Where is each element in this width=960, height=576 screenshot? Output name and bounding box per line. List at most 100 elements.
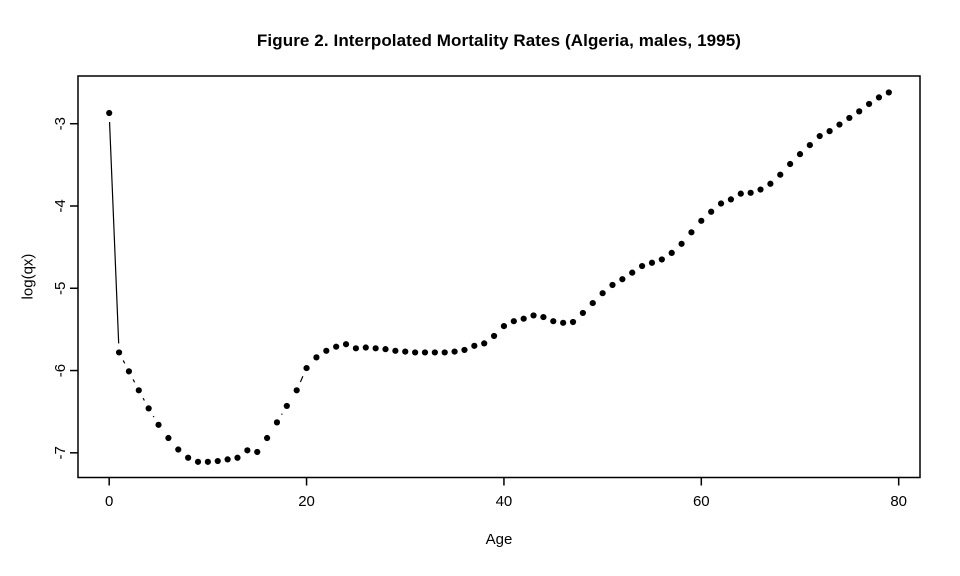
- y-tick-label: -5: [52, 282, 69, 295]
- data-point: [412, 349, 419, 356]
- data-point: [609, 281, 616, 289]
- series-segment: [142, 397, 145, 401]
- data-point: [402, 348, 409, 355]
- data-point: [224, 456, 231, 463]
- data-point: [708, 208, 715, 215]
- data-point: [461, 346, 468, 354]
- data-point: [530, 312, 537, 319]
- data-point: [846, 114, 853, 122]
- data-point: [579, 309, 586, 317]
- data-point: [806, 142, 813, 149]
- x-tick-label: 40: [496, 493, 513, 510]
- data-point: [629, 269, 636, 276]
- data-point: [283, 402, 290, 410]
- data-point: [885, 89, 892, 96]
- data-point: [757, 186, 764, 193]
- data-point: [688, 229, 695, 236]
- data-point: [185, 454, 192, 461]
- data-point: [135, 387, 142, 394]
- data-point: [826, 128, 833, 135]
- chart-title: Figure 2. Interpolated Mortality Rates (…: [256, 31, 742, 50]
- data-point: [698, 217, 705, 224]
- data-point: [333, 343, 340, 350]
- data-point: [194, 458, 202, 465]
- data-point: [767, 180, 774, 187]
- y-tick-label: -7: [52, 446, 69, 459]
- data-point: [362, 344, 369, 351]
- y-tick-label: -4: [52, 199, 69, 212]
- data-point: [204, 458, 211, 465]
- data-point: [441, 349, 448, 356]
- data-point: [550, 318, 557, 325]
- data-point: [421, 349, 429, 356]
- x-tick-label: 80: [890, 493, 907, 510]
- data-point: [106, 109, 113, 117]
- data-point: [816, 132, 823, 140]
- data-point: [796, 151, 804, 158]
- data-point: [481, 340, 488, 347]
- data-point: [125, 368, 133, 375]
- data-point: [303, 364, 310, 372]
- data-point: [865, 100, 873, 108]
- data-point: [382, 346, 389, 353]
- data-point: [836, 121, 843, 128]
- data-point: [263, 434, 271, 442]
- x-tick-label: 20: [298, 493, 315, 510]
- series-segment: [281, 413, 283, 415]
- data-point: [777, 171, 784, 178]
- data-point: [451, 348, 458, 355]
- data-point: [540, 313, 547, 321]
- data-point: [490, 332, 498, 340]
- data-point: [638, 262, 646, 270]
- data-point: [856, 108, 863, 115]
- y-tick-label: -3: [52, 117, 69, 130]
- data-point: [500, 323, 508, 330]
- data-point: [737, 190, 744, 197]
- data-point: [273, 419, 281, 426]
- series-segment: [122, 360, 126, 364]
- data-point: [431, 349, 438, 356]
- data-point: [342, 341, 350, 348]
- data-point: [372, 345, 379, 352]
- data-point: [787, 160, 794, 168]
- data-point: [648, 259, 656, 266]
- x-tick-label: 0: [105, 493, 113, 510]
- data-point: [747, 189, 754, 196]
- data-point: [392, 347, 399, 354]
- data-point: [214, 457, 221, 465]
- data-point: [619, 276, 626, 283]
- x-axis-label: Age: [485, 531, 513, 548]
- series-segment: [299, 376, 304, 383]
- series-segment: [152, 415, 155, 418]
- y-tick-label: -6: [52, 364, 69, 377]
- data-point: [510, 318, 517, 325]
- data-point: [145, 405, 152, 412]
- data-point: [569, 318, 577, 326]
- data-point: [115, 349, 123, 356]
- data-point: [599, 290, 606, 297]
- data-point: [175, 446, 182, 453]
- data-point: [668, 249, 675, 256]
- data-point: [234, 454, 241, 461]
- data-point: [293, 387, 300, 394]
- data-point: [589, 299, 596, 307]
- data-point: [323, 347, 330, 354]
- data-point: [717, 200, 725, 207]
- data-point: [520, 315, 527, 322]
- data-point: [254, 448, 261, 456]
- series-segment: [132, 379, 136, 383]
- plot-box: [77, 75, 921, 479]
- data-point: [658, 256, 665, 263]
- data-point: [678, 240, 685, 247]
- data-point: [875, 94, 883, 101]
- series-segment: [108, 121, 120, 344]
- data-point: [155, 421, 162, 428]
- data-point: [352, 345, 360, 352]
- data-point: [165, 434, 172, 442]
- data-point: [560, 319, 567, 326]
- data-point: [727, 196, 735, 203]
- data-point: [471, 342, 478, 349]
- x-tick-label: 60: [693, 493, 710, 510]
- data-point: [244, 447, 251, 454]
- data-point: [313, 354, 320, 361]
